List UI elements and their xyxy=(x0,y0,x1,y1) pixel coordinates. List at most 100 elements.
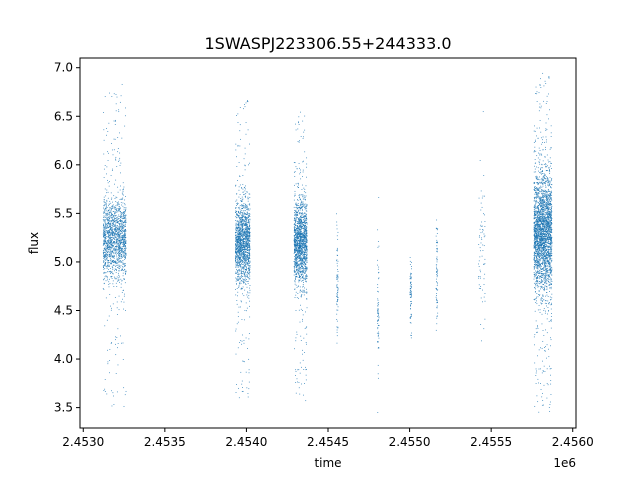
data-point xyxy=(547,296,549,297)
data-point xyxy=(305,275,307,276)
data-point xyxy=(242,241,244,242)
data-point xyxy=(112,220,113,221)
data-point xyxy=(106,257,108,258)
data-point xyxy=(479,247,481,249)
data-point xyxy=(241,280,243,282)
data-point xyxy=(305,263,307,265)
data-point xyxy=(246,237,248,238)
data-point xyxy=(298,254,299,256)
data-point xyxy=(241,260,243,262)
data-point xyxy=(235,392,237,393)
data-point xyxy=(125,247,127,249)
data-point xyxy=(103,225,105,227)
data-point xyxy=(105,214,107,216)
data-point xyxy=(249,193,251,195)
data-point xyxy=(302,169,304,171)
data-point xyxy=(246,257,247,259)
data-point xyxy=(120,244,121,246)
data-point xyxy=(305,222,307,223)
data-point xyxy=(294,239,296,241)
data-point xyxy=(302,260,304,262)
data-point xyxy=(243,281,245,283)
data-point xyxy=(299,223,301,224)
data-point xyxy=(305,234,307,236)
data-point xyxy=(243,254,245,256)
data-point xyxy=(118,261,120,263)
data-point xyxy=(246,255,248,257)
data-point xyxy=(241,244,243,245)
data-point xyxy=(235,211,237,212)
data-point xyxy=(106,277,108,279)
data-point xyxy=(240,241,241,242)
data-point xyxy=(297,270,299,272)
data-point xyxy=(295,166,297,168)
data-point xyxy=(242,254,244,256)
data-point xyxy=(115,214,117,216)
data-point xyxy=(124,245,126,246)
data-point xyxy=(124,226,125,228)
data-point xyxy=(293,231,295,233)
data-point xyxy=(297,232,299,234)
data-point xyxy=(410,288,412,290)
data-point xyxy=(546,280,548,282)
data-point xyxy=(249,271,251,273)
data-point xyxy=(296,228,298,230)
data-point xyxy=(110,215,112,217)
data-point xyxy=(235,207,237,208)
data-point xyxy=(115,110,117,112)
data-point xyxy=(113,242,115,244)
data-point xyxy=(305,195,307,197)
data-point xyxy=(482,111,484,113)
data-point xyxy=(302,233,304,234)
data-point xyxy=(235,224,237,226)
data-point xyxy=(249,233,250,235)
data-point xyxy=(117,343,119,344)
data-point xyxy=(114,233,116,235)
data-point xyxy=(249,197,251,198)
data-point xyxy=(301,263,303,265)
data-point xyxy=(108,224,110,226)
data-point xyxy=(294,245,296,247)
data-point xyxy=(103,261,104,263)
data-point xyxy=(295,382,297,383)
data-point xyxy=(299,254,300,256)
data-point xyxy=(111,271,113,273)
data-point xyxy=(300,258,301,259)
data-point xyxy=(239,251,241,253)
data-point xyxy=(105,195,107,197)
data-point xyxy=(305,228,307,230)
data-point xyxy=(121,256,123,258)
data-point xyxy=(304,129,306,131)
data-point xyxy=(295,261,297,263)
data-point xyxy=(235,246,237,248)
data-point xyxy=(436,242,438,244)
data-point xyxy=(116,247,118,249)
data-point xyxy=(103,139,105,141)
data-point xyxy=(244,196,246,198)
data-point xyxy=(302,205,304,207)
data-point xyxy=(548,407,550,408)
data-point xyxy=(244,232,246,234)
data-point xyxy=(105,220,106,222)
data-point xyxy=(300,216,302,218)
data-point xyxy=(235,255,237,257)
data-point xyxy=(249,219,251,221)
data-point xyxy=(302,194,304,196)
data-point xyxy=(410,316,412,317)
data-point xyxy=(122,272,124,274)
data-point xyxy=(304,291,306,293)
data-point xyxy=(107,245,109,246)
data-point xyxy=(304,241,305,242)
data-point xyxy=(299,259,301,261)
data-point xyxy=(305,192,307,194)
data-point xyxy=(116,391,118,393)
data-point xyxy=(239,251,241,253)
data-point xyxy=(103,258,105,260)
data-point xyxy=(295,215,297,217)
data-point xyxy=(301,270,303,272)
data-point xyxy=(123,222,124,224)
data-point xyxy=(295,369,297,371)
data-point xyxy=(108,249,110,251)
data-point xyxy=(296,274,297,276)
data-point xyxy=(117,204,119,206)
